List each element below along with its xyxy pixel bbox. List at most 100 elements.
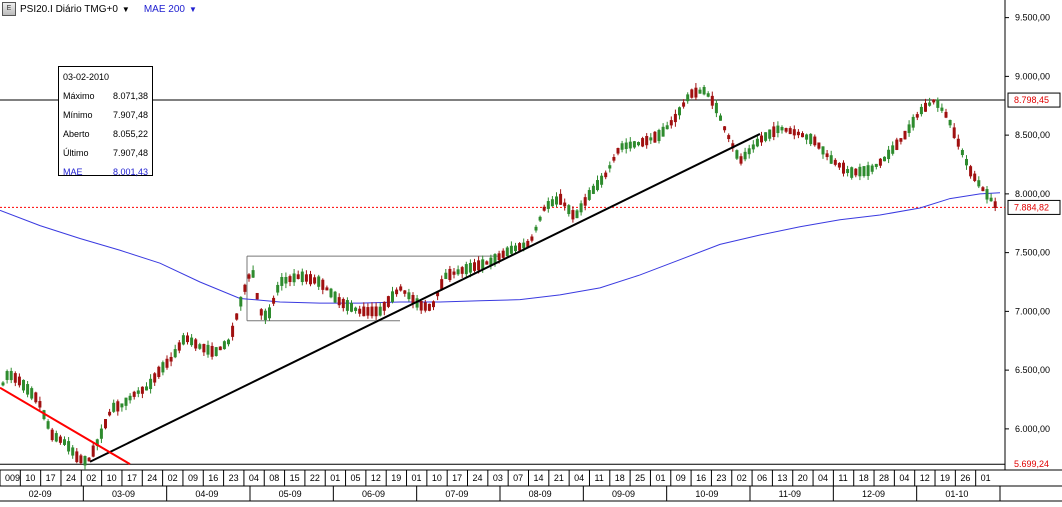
candle-body xyxy=(796,131,800,136)
candle-body xyxy=(374,306,378,317)
x-day-label: 17 xyxy=(127,473,137,483)
candle-body xyxy=(596,180,599,191)
x-day-label: 06 xyxy=(757,473,767,483)
x-day-label: 01 xyxy=(655,473,665,483)
series-label[interactable]: PSI20.I Diário TMG+0 xyxy=(20,3,118,15)
candle-body xyxy=(153,373,157,383)
candle-body xyxy=(686,94,690,102)
candle-body xyxy=(5,371,9,380)
candle-body xyxy=(313,277,317,284)
x-day-label: 14 xyxy=(533,473,543,483)
candle-body xyxy=(940,107,944,111)
x-month-label: 11-09 xyxy=(779,489,801,499)
candle-body xyxy=(181,335,185,345)
candle-body xyxy=(985,189,989,200)
candle-body xyxy=(190,337,194,346)
candle-body xyxy=(411,294,415,304)
x-day-label: 09 xyxy=(188,473,198,483)
x-day-label: 009 xyxy=(5,473,20,483)
candle-body xyxy=(202,343,206,353)
candle-body xyxy=(719,115,722,121)
candle-body xyxy=(13,373,17,383)
candle-body xyxy=(895,139,899,150)
candle-body xyxy=(337,297,341,306)
x-day-label: 28 xyxy=(879,473,889,483)
candle-body xyxy=(54,433,58,442)
candle-body xyxy=(378,306,382,316)
candle-body xyxy=(805,134,809,140)
candle-body xyxy=(222,341,226,350)
candle-body xyxy=(1,382,5,386)
x-month-label: 03-09 xyxy=(112,489,135,499)
candle-body xyxy=(825,153,829,158)
candle-body xyxy=(276,284,280,293)
tooltip-row-min: Mínimo 7.907,48 xyxy=(59,105,152,124)
candle-body xyxy=(969,166,973,177)
candle-body xyxy=(309,274,312,285)
candle-body xyxy=(268,307,271,319)
candle-body xyxy=(317,276,321,287)
candle-body xyxy=(842,162,845,174)
candle-body xyxy=(735,150,739,159)
candle-body xyxy=(928,102,932,106)
candle-body xyxy=(227,339,230,345)
candle-body xyxy=(833,159,837,165)
candle-body xyxy=(661,126,665,137)
tooltip-label: Aberto xyxy=(63,128,90,139)
x-day-label: 23 xyxy=(716,473,726,483)
x-day-label: 16 xyxy=(208,473,218,483)
x-day-label: 21 xyxy=(554,473,564,483)
x-day-label: 08 xyxy=(269,473,279,483)
x-day-label: 02 xyxy=(168,473,178,483)
y-tick-label: 9.000,00 xyxy=(1015,71,1050,81)
candle-body xyxy=(22,379,25,391)
candle-body xyxy=(702,86,706,95)
candle-body xyxy=(563,202,567,207)
candle-body xyxy=(350,303,353,312)
tooltip-value: 7.907,48 xyxy=(112,147,148,158)
candle-body xyxy=(751,144,755,150)
x-day-label: 15 xyxy=(290,473,300,483)
tooltip-row-mae: MAE 8.001,43 xyxy=(59,162,152,181)
candle-body xyxy=(989,197,993,202)
x-month-label: 07-09 xyxy=(445,489,468,499)
candle-body xyxy=(550,199,554,207)
candle-body xyxy=(624,142,628,150)
x-day-label: 11 xyxy=(594,473,603,483)
candle-body xyxy=(788,128,792,135)
candle-body xyxy=(243,284,247,292)
candle-body xyxy=(38,401,42,408)
y-tick-label: 9.500,00 xyxy=(1015,13,1050,23)
indicator-label[interactable]: MAE 200 xyxy=(143,3,185,15)
candle-body xyxy=(608,165,612,169)
candle-body xyxy=(9,370,13,381)
candle-body xyxy=(116,401,120,412)
candle-body xyxy=(415,298,419,308)
candle-body xyxy=(862,166,866,177)
candle-body xyxy=(977,180,981,187)
series-dropdown-icon[interactable]: ▼ xyxy=(121,4,130,14)
candle-body xyxy=(284,276,288,284)
candle-body xyxy=(300,271,304,283)
candle-body xyxy=(546,201,550,209)
candle-body xyxy=(952,127,956,138)
candle-body xyxy=(382,301,386,311)
candle-body xyxy=(575,210,579,219)
candle-body xyxy=(17,376,21,386)
candle-body xyxy=(87,457,91,462)
candle-body xyxy=(936,99,940,108)
candle-body xyxy=(235,313,239,320)
y-tick-label: 7.000,00 xyxy=(1015,306,1050,316)
candle-body xyxy=(75,451,79,463)
chart-header: E PSI20.I Diário TMG+0 ▼ MAE 200 ▼ xyxy=(2,2,197,16)
candle-body xyxy=(255,292,259,300)
candle-body xyxy=(530,236,534,241)
tooltip-value: 8.071,38 xyxy=(112,90,148,101)
tooltip-value: 8.055,22 xyxy=(112,128,148,139)
candle-body xyxy=(907,124,911,134)
indicator-dropdown-icon[interactable]: ▼ xyxy=(188,4,197,14)
price-tag-label: 7.884,82 xyxy=(1014,202,1049,212)
candle-body xyxy=(874,163,878,167)
